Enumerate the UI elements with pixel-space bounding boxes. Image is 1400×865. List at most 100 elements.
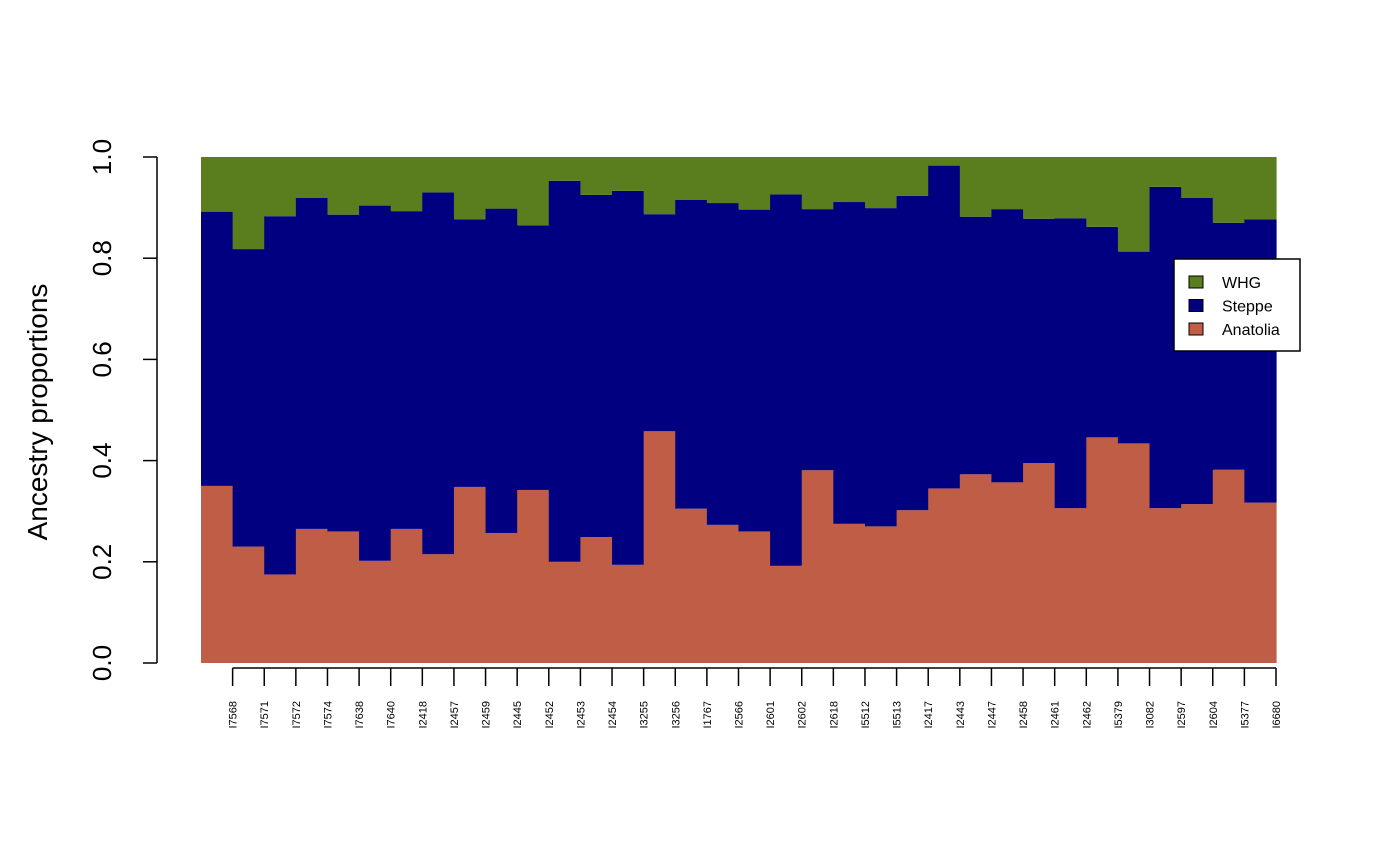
x-tick-label: I3256 bbox=[670, 701, 682, 729]
bar-whg-i2602 bbox=[770, 157, 803, 195]
bar-whg-i6680 bbox=[1244, 157, 1277, 220]
bar-whg-i7640 bbox=[359, 157, 392, 206]
bar-whg-i7568 bbox=[201, 157, 234, 212]
y-axis-label: Ancestry proportions bbox=[22, 284, 53, 541]
y-axis: 0.0 0.2 0.4 0.6 0.8 1.0 bbox=[87, 139, 158, 681]
bar-whg-i5379 bbox=[1086, 157, 1119, 227]
bar-anatolia-i2453 bbox=[548, 561, 582, 663]
bar-anatolia-i1767 bbox=[675, 508, 708, 663]
bar-whg-i2447 bbox=[959, 157, 993, 217]
x-tick-label: I2453 bbox=[575, 701, 587, 729]
bar-whg-i2445 bbox=[485, 157, 518, 209]
x-tick-label: I2618 bbox=[828, 701, 840, 729]
bar-anatolia-i5377 bbox=[1212, 469, 1245, 663]
bar-steppe-i7638 bbox=[327, 214, 360, 532]
x-tick-label: I7638 bbox=[354, 701, 366, 729]
x-tick-label: I2458 bbox=[1018, 701, 1030, 729]
bar-anatolia-i3082 bbox=[1117, 443, 1151, 663]
bar-anatolia-i7640 bbox=[359, 560, 392, 663]
x-tick-label: I5513 bbox=[892, 701, 904, 729]
bar-anatolia-i6680 bbox=[1244, 502, 1277, 663]
x-tick-label: I2418 bbox=[417, 701, 429, 729]
bar-anatolia-i2445 bbox=[485, 532, 518, 663]
bar-whg-i2461 bbox=[1023, 157, 1056, 219]
legend-label-whg: WHG bbox=[1222, 275, 1261, 292]
x-tick-label: I2459 bbox=[481, 701, 493, 729]
y-tick-label: 0.0 bbox=[87, 645, 117, 681]
y-tick-label: 0.2 bbox=[87, 544, 117, 580]
bar-steppe-i2618 bbox=[801, 209, 834, 471]
bar-whg-i2418 bbox=[390, 157, 423, 212]
x-tick-label: I2454 bbox=[607, 701, 619, 729]
x-tick-label: I2445 bbox=[512, 701, 524, 729]
bar-steppe-i2418 bbox=[390, 211, 423, 529]
bar-steppe-i5379 bbox=[1086, 226, 1119, 438]
bar-anatolia-i2566 bbox=[706, 524, 740, 663]
bar-anatolia-i3255 bbox=[612, 564, 645, 663]
legend: WHG Steppe Anatolia bbox=[1173, 258, 1301, 352]
bar-anatolia-i2443 bbox=[928, 488, 961, 663]
bar-anatolia-i2417 bbox=[896, 510, 929, 663]
bar-whg-i2597 bbox=[1149, 157, 1182, 187]
x-tick-label: I2452 bbox=[544, 701, 556, 729]
x-tick-label: I5379 bbox=[1113, 701, 1125, 729]
bar-whg-i2462 bbox=[1054, 157, 1087, 219]
bar-whg-i5513 bbox=[864, 157, 898, 209]
bar-steppe-i2602 bbox=[770, 194, 803, 566]
bar-steppe-i7572 bbox=[264, 216, 297, 575]
bar-whg-i2601 bbox=[738, 157, 771, 210]
bar-whg-i2566 bbox=[706, 157, 740, 204]
bar-anatolia-i2462 bbox=[1054, 508, 1087, 663]
x-tick-label: I2461 bbox=[1050, 701, 1062, 729]
bar-steppe-i2447 bbox=[959, 216, 993, 475]
bar-steppe-i7568 bbox=[201, 211, 234, 486]
bar-steppe-i2445 bbox=[485, 208, 518, 533]
bar-whg-i2458 bbox=[991, 157, 1024, 210]
bar-steppe-i2457 bbox=[422, 192, 455, 555]
bar-anatolia-i7638 bbox=[327, 531, 360, 663]
x-tick-label: I2601 bbox=[765, 701, 777, 729]
bar-steppe-i2566 bbox=[706, 203, 740, 525]
bar-anatolia-i3256 bbox=[643, 431, 676, 663]
bar-whg-i2618 bbox=[801, 157, 834, 210]
bar-anatolia-i2602 bbox=[770, 565, 803, 663]
bar-whg-i7572 bbox=[264, 157, 297, 217]
bar-anatolia-i7574 bbox=[295, 528, 329, 663]
bar-steppe-i3082 bbox=[1117, 251, 1151, 444]
bar-whg-i7638 bbox=[327, 157, 360, 215]
x-tick-label: I2457 bbox=[449, 701, 461, 729]
bar-anatolia-i5513 bbox=[864, 526, 898, 663]
bar-steppe-i5512 bbox=[833, 202, 866, 524]
x-tick-label: I2462 bbox=[1081, 701, 1093, 729]
bar-anatolia-i5512 bbox=[833, 523, 866, 663]
bar-anatolia-i2454 bbox=[580, 537, 613, 663]
bar-anatolia-i2459 bbox=[453, 486, 487, 663]
bar-anatolia-i2601 bbox=[738, 531, 771, 663]
legend-label-steppe: Steppe bbox=[1222, 299, 1273, 316]
x-tick-label: I3255 bbox=[639, 701, 651, 729]
bar-steppe-i2417 bbox=[896, 195, 929, 511]
bar-anatolia-i7572 bbox=[264, 574, 297, 663]
bar-whg-i3082 bbox=[1117, 157, 1151, 252]
bar-whg-i7571 bbox=[232, 157, 265, 250]
bar-steppe-i2459 bbox=[453, 219, 487, 487]
bar-steppe-i2601 bbox=[738, 209, 771, 532]
x-tick-label: I1767 bbox=[702, 701, 714, 729]
bar-anatolia-i7568 bbox=[201, 485, 234, 663]
legend-label-anatolia: Anatolia bbox=[1222, 322, 1280, 339]
bar-whg-i2454 bbox=[580, 157, 613, 195]
legend-swatch-anatolia bbox=[1188, 322, 1204, 336]
legend-swatch-whg bbox=[1188, 275, 1204, 289]
bar-steppe-i7574 bbox=[295, 197, 329, 529]
x-tick-label: I2447 bbox=[986, 701, 998, 729]
x-tick-label: I2604 bbox=[1208, 701, 1220, 729]
x-tick-label: I2566 bbox=[734, 701, 746, 729]
bar-anatolia-i2597 bbox=[1149, 508, 1182, 663]
bar-steppe-i5513 bbox=[864, 208, 898, 527]
bar-steppe-i7640 bbox=[359, 205, 392, 561]
bar-whg-i1767 bbox=[675, 157, 708, 201]
bar-steppe-i2443 bbox=[928, 165, 961, 489]
bar-anatolia-i2461 bbox=[1023, 463, 1056, 663]
x-tick-label: I7568 bbox=[228, 701, 240, 729]
